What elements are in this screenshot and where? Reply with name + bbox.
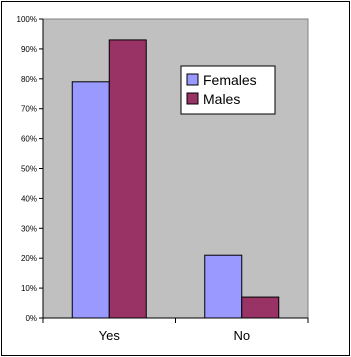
y-tick-label: 90%	[21, 45, 37, 54]
y-tick-label: 0%	[25, 314, 37, 323]
y-tick-label: 30%	[21, 224, 37, 233]
y-axis: 0% 10% 20% 30% 40% 50% 60% 70% 80% 90% 100%	[17, 15, 44, 323]
bar-chart: 0%10%20%30%40%50%60%70%80%90%100% Yes No …	[17, 15, 309, 343]
legend-label: Females	[203, 72, 257, 88]
bars	[71, 39, 280, 319]
x-axis: Yes No	[42, 317, 309, 343]
legend-swatch	[186, 73, 199, 86]
x-category-label: No	[233, 328, 250, 343]
x-category-label: Yes	[99, 328, 121, 343]
y-tick-label: 40%	[21, 194, 37, 203]
y-tick-label: 50%	[21, 165, 37, 174]
legend-label: Males	[203, 91, 240, 107]
y-tick-label: 60%	[21, 135, 37, 144]
y-tick-label: 70%	[21, 105, 37, 114]
y-tick-label: 100%	[17, 15, 37, 24]
bar-females-no	[204, 254, 243, 319]
bar-females-yes	[71, 81, 110, 319]
legend-swatch	[186, 92, 199, 105]
legend: Females Males	[180, 65, 276, 115]
y-tick-label: 20%	[21, 254, 37, 263]
y-tick-label: 10%	[21, 284, 37, 293]
bar-males-yes	[108, 39, 147, 319]
y-tick-label: 80%	[21, 75, 37, 84]
bar-males-no	[241, 296, 280, 319]
